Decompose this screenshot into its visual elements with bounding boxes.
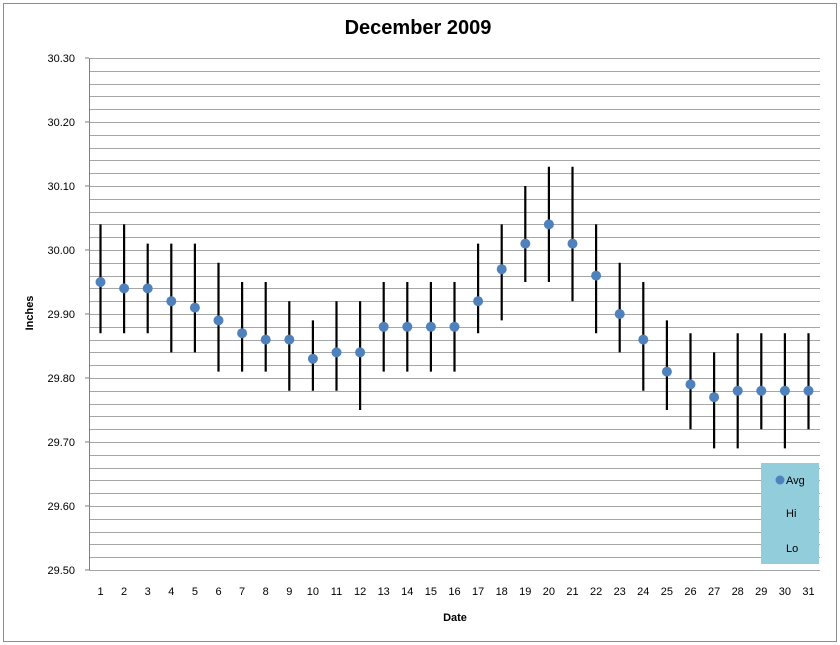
avg-point [355, 347, 366, 358]
avg-points [95, 219, 814, 403]
x-tick-label: 3 [145, 586, 151, 598]
legend-avg-marker [775, 475, 785, 485]
x-tick-label: 11 [331, 586, 342, 598]
avg-point [142, 283, 153, 294]
legend: Avg Hi Lo [761, 463, 819, 564]
avg-point [307, 353, 318, 364]
avg-point [591, 270, 602, 281]
y-tick-label: 30.00 [47, 245, 75, 257]
y-tick-label: 30.30 [47, 53, 75, 65]
avg-point [520, 238, 531, 249]
x-tick-label: 26 [684, 586, 696, 598]
avg-point [331, 347, 342, 358]
avg-point [449, 321, 460, 332]
avg-point [284, 334, 295, 345]
x-tick-label: 7 [239, 586, 245, 598]
avg-point [402, 321, 413, 332]
grid-layer [89, 58, 820, 571]
x-tick-label: 23 [614, 586, 626, 598]
avg-point [260, 334, 271, 345]
y-tick-label: 29.80 [47, 373, 75, 385]
x-tick-label: 24 [637, 586, 649, 598]
x-tick-label: 18 [496, 586, 508, 598]
x-tick-label: 22 [590, 586, 602, 598]
x-tick-label: 21 [566, 586, 578, 598]
x-tick-label: 19 [519, 586, 531, 598]
avg-point [756, 385, 767, 396]
avg-point [473, 296, 484, 307]
avg-point [567, 238, 578, 249]
x-tick-label: 30 [779, 586, 791, 598]
avg-point [189, 302, 200, 313]
avg-point [378, 321, 389, 332]
y-tick-label: 30.10 [47, 181, 75, 193]
x-tick-label: 17 [472, 586, 484, 598]
avg-point [685, 379, 696, 390]
x-tick-label: 2 [121, 586, 127, 598]
avg-point [803, 385, 814, 396]
x-tick-label: 16 [448, 586, 460, 598]
x-tick-label: 29 [755, 586, 767, 598]
avg-point [779, 385, 790, 396]
x-tick-label: 27 [708, 586, 720, 598]
avg-point [237, 328, 248, 339]
legend-background [761, 463, 819, 564]
y-tick-label: 29.90 [47, 309, 75, 321]
x-tick-label: 31 [802, 586, 814, 598]
avg-point [638, 334, 649, 345]
avg-point [709, 392, 720, 403]
y-tick-label: 29.50 [47, 565, 75, 577]
x-tick-label: 13 [378, 586, 390, 598]
x-tick-label: 9 [286, 586, 292, 598]
chart-border [3, 3, 837, 642]
avg-point [213, 315, 224, 326]
avg-point [425, 321, 436, 332]
avg-point [166, 296, 177, 307]
y-tick-label: 29.60 [47, 501, 75, 513]
y-tick-label: 30.20 [47, 117, 75, 129]
x-tick-label: 15 [425, 586, 437, 598]
y-tick-labels: 29.50 29.60 29.70 29.80 29.90 30.00 30.10 30.20… [47, 53, 89, 577]
legend-hi-label: Hi [786, 508, 796, 520]
x-tick-label: 1 [97, 586, 103, 598]
avg-point [119, 283, 130, 294]
x-tick-label: 4 [168, 586, 174, 598]
avg-point [95, 277, 106, 287]
avg-point [614, 309, 625, 319]
y-tick-label: 29.70 [47, 437, 75, 449]
x-tick-label: 25 [661, 586, 673, 598]
avg-point [543, 219, 554, 230]
avg-point [661, 366, 672, 377]
chart-title: December 2009 [345, 17, 492, 39]
x-tick-label: 20 [543, 586, 555, 598]
x-tick-label: 8 [263, 586, 269, 598]
x-tick-label: 14 [401, 586, 413, 598]
x-tick-label: 10 [307, 586, 319, 598]
x-tick-labels: 1 2 3 4 5 6 7 8 9 10 11 12 13 14 15 16 17 18 19 20 21 22 23 24 2… [97, 586, 814, 598]
x-tick-label: 28 [732, 586, 744, 598]
x-tick-label: 12 [354, 586, 366, 598]
avg-point [496, 264, 507, 275]
avg-point [732, 385, 743, 396]
x-tick-label: 5 [192, 586, 198, 598]
y-axis-title: Inches [24, 296, 36, 331]
legend-lo-label: Lo [786, 543, 798, 555]
legend-avg-label: Avg [786, 475, 805, 487]
x-tick-label: 6 [215, 586, 221, 598]
x-axis-title: Date [443, 612, 467, 624]
